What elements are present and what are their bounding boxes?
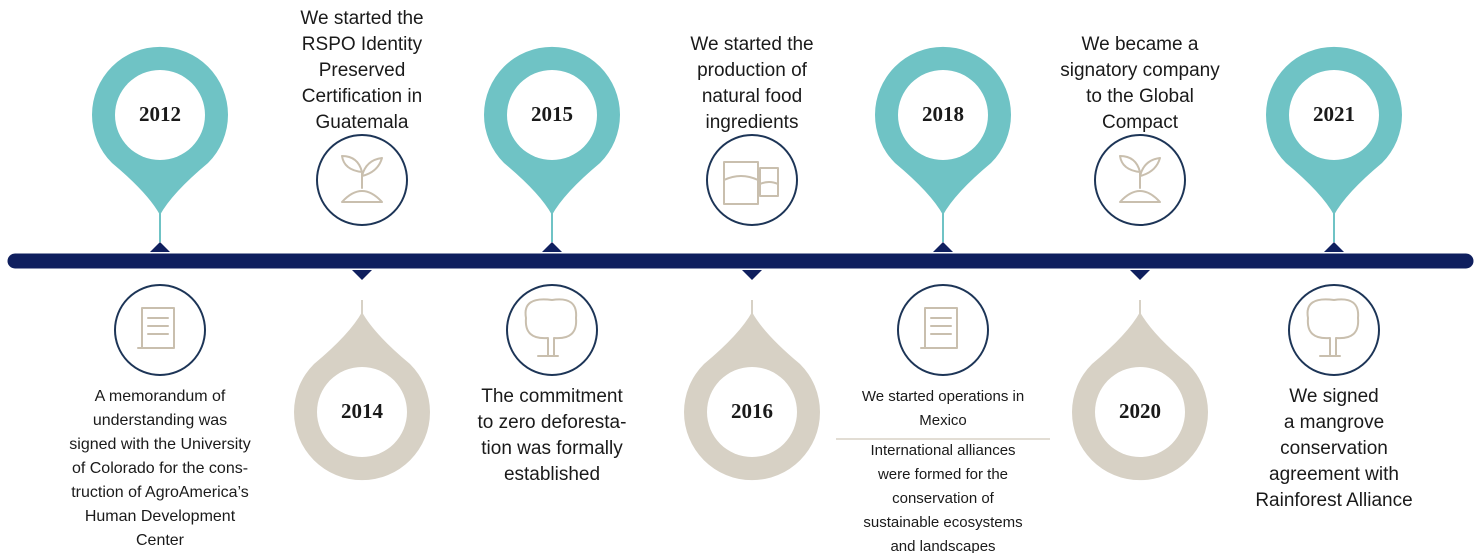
year-label: 2015: [531, 102, 573, 126]
pin-inner: [1289, 70, 1379, 160]
icon: [723, 161, 779, 205]
description-line: understanding was: [93, 412, 227, 429]
description-line: signed with the University: [69, 436, 250, 453]
timeline-marker: [352, 270, 372, 280]
description-line: Center: [136, 532, 185, 549]
icon-stroke: [137, 307, 175, 349]
timeline-marker: [1130, 270, 1150, 280]
icon: [524, 298, 578, 357]
description-line: natural food: [702, 86, 802, 107]
description-line: Preserved: [319, 60, 406, 81]
timeline-marker: [742, 270, 762, 280]
icon: [137, 307, 175, 349]
timeline-marker: [542, 242, 562, 252]
description-line: of Colorado for the cons-: [72, 460, 248, 477]
icon: [1119, 155, 1161, 203]
description-line: Human Development: [85, 508, 236, 525]
description-line: conservation of: [892, 490, 995, 507]
pin-inner: [507, 70, 597, 160]
description-line: We became a: [1082, 34, 1199, 55]
description-line: A memorandum of: [95, 388, 226, 405]
icon: [341, 155, 383, 203]
icon-stroke: [341, 155, 383, 203]
description-line: ingredients: [706, 112, 799, 133]
icon-stroke: [524, 298, 578, 357]
description-line: We started the: [300, 8, 423, 29]
year-label: 2020: [1119, 399, 1161, 423]
description-line: signatory company: [1060, 60, 1220, 81]
timeline-marker: [150, 242, 170, 252]
pin-inner: [898, 70, 988, 160]
description-line: The commitment: [481, 386, 623, 407]
icon-stroke: [1306, 298, 1360, 357]
description-line: truction of AgroAmerica’s: [71, 484, 249, 501]
description-line: to the Global: [1086, 86, 1194, 107]
icon: [920, 307, 958, 349]
year-label: 2014: [341, 399, 384, 423]
description-line: We signed: [1289, 386, 1378, 407]
icon-stroke: [1119, 155, 1161, 203]
timeline-marker: [933, 242, 953, 252]
description-line: Mexico: [919, 412, 967, 429]
description-line: were formed for the: [877, 466, 1008, 483]
icon-stroke: [723, 161, 779, 205]
timeline-marker: [1324, 242, 1344, 252]
description-line: production of: [697, 60, 808, 81]
year-label: 2018: [922, 102, 964, 126]
description-line: RSPO Identity: [302, 34, 423, 55]
description-line: Certification in: [302, 86, 422, 107]
description-line: and landscapes: [890, 538, 995, 553]
year-label: 2012: [139, 102, 181, 126]
icon-circle: [506, 284, 598, 376]
description-line: agreement with: [1269, 464, 1399, 485]
description-line: to zero deforesta-: [478, 412, 627, 433]
icon-circle: [897, 284, 989, 376]
year-label: 2021: [1313, 102, 1355, 126]
year-label: 2016: [731, 399, 773, 423]
description-line: sustainable ecosystems: [863, 514, 1022, 531]
description-line: a mangrove: [1284, 412, 1384, 433]
description-line: established: [504, 464, 600, 485]
icon-circle: [1288, 284, 1380, 376]
description-line: Guatemala: [316, 112, 409, 133]
description-line: We started operations in: [862, 388, 1024, 405]
icon-circle: [706, 134, 798, 226]
pin-inner: [115, 70, 205, 160]
description-line: International alliances: [870, 442, 1015, 459]
description-line: tion was formally: [481, 438, 623, 459]
description-line: Rainforest Alliance: [1255, 490, 1412, 511]
pin-inner: [1095, 367, 1185, 457]
icon: [1306, 298, 1360, 357]
icon-stroke: [920, 307, 958, 349]
description-line: conservation: [1280, 438, 1388, 459]
pin-inner: [317, 367, 407, 457]
pin-inner: [707, 367, 797, 457]
description-line: Compact: [1102, 112, 1179, 133]
description-line: We started the: [690, 34, 813, 55]
icon-circle: [114, 284, 206, 376]
